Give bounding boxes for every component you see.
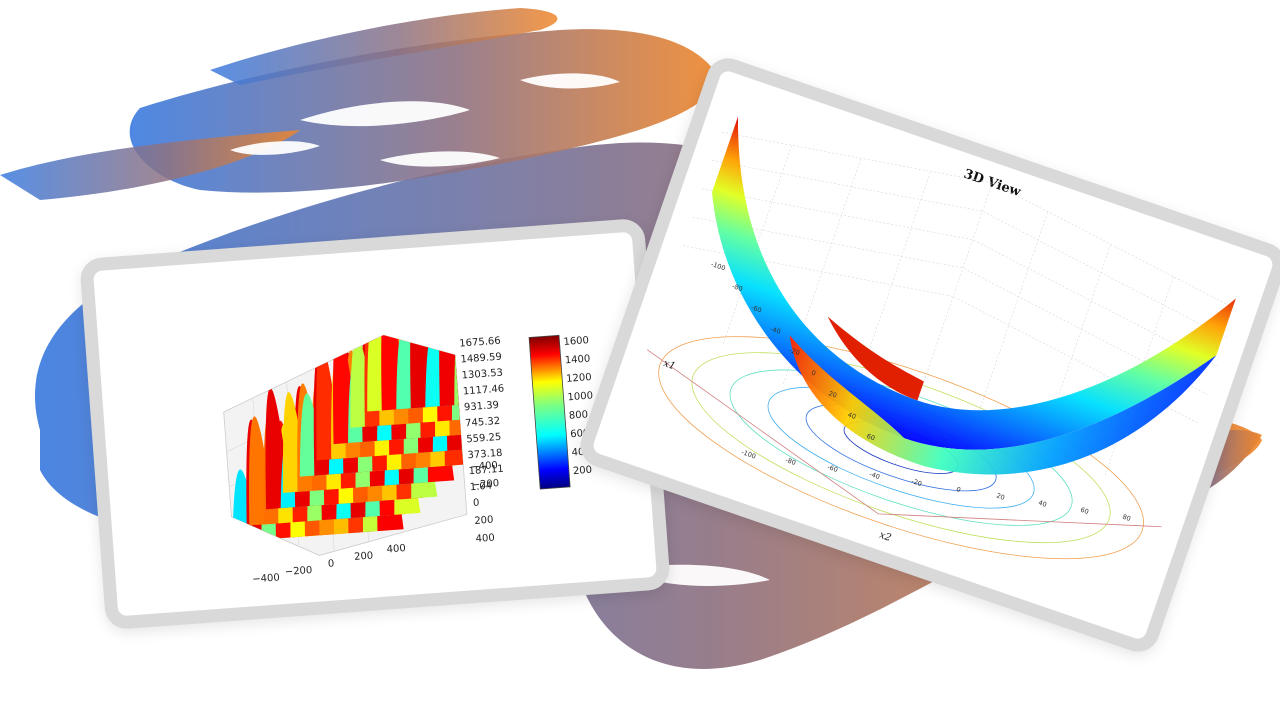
x2-tick-label: 80 xyxy=(1121,513,1131,523)
y-tick-label: 0 xyxy=(473,498,480,509)
x1-tick-label: 20 xyxy=(827,389,837,399)
x2-tick-label: -20 xyxy=(910,477,923,488)
z-tick-label: 1675.66 xyxy=(459,336,501,350)
y-tick-label: −200 xyxy=(471,478,499,491)
x1-axis-label: x1 xyxy=(662,358,677,372)
x1-tick-label: 40 xyxy=(847,411,857,421)
x1-tick-label: -80 xyxy=(731,282,744,293)
x1-tick-label: 60 xyxy=(866,432,876,442)
x2-tick-label: -80 xyxy=(784,456,797,467)
y-tick-label: −400 xyxy=(470,460,498,473)
x1-tick-label: -40 xyxy=(769,325,782,336)
y-tick-label: 400 xyxy=(475,533,495,545)
x2-axis-ticks: -100 -80 -60 -40 -20 0 20 40 60 80 xyxy=(740,448,1131,523)
z-tick-label: 373.18 xyxy=(467,448,503,462)
z-tick-label: 931.39 xyxy=(464,400,500,414)
z-tick-label: 1303.53 xyxy=(461,368,503,382)
z-tick-label: 745.32 xyxy=(465,416,501,430)
z-tick-label: 1.04 xyxy=(470,481,493,494)
x2-tick-label: -60 xyxy=(826,463,839,474)
colorbar-tick-label: 1200 xyxy=(566,372,592,385)
plot-card-left: 1675.66 1489.59 1303.53 1117.46 931.39 745.32… xyxy=(79,217,671,631)
x1-tick-label: -20 xyxy=(788,346,801,357)
colorbar-tick-label: 200 xyxy=(573,465,593,477)
chart-title: 3D View xyxy=(962,167,1024,201)
x-tick-label: 200 xyxy=(354,551,374,563)
z-tick-label: 559.25 xyxy=(466,432,502,446)
x2-axis-label-text: x2 xyxy=(878,530,893,544)
z-tick-label: 1117.46 xyxy=(462,383,504,397)
x1-axis-label-text: x1 xyxy=(662,358,677,372)
z-tick-label: 1489.59 xyxy=(460,352,502,366)
x2-tick-label: 20 xyxy=(995,492,1005,502)
colorbar-tick-label: 1000 xyxy=(567,390,593,403)
colorbar-tick-label: 800 xyxy=(569,409,589,421)
x2-tick-label: 40 xyxy=(1037,499,1047,509)
x2-tick-label: 60 xyxy=(1079,506,1089,516)
y-axis-ticks: 400 200 0 −200 −400 xyxy=(470,460,500,545)
x1-tick-label: -60 xyxy=(750,303,763,314)
contour-projection xyxy=(646,336,1162,560)
colorbar: 1600140012001000800600400200 xyxy=(528,334,593,490)
colorbar-tick-label: 1400 xyxy=(564,354,590,367)
x-axis-ticks: −400 −200 0 200 400 xyxy=(252,543,406,585)
colorbar-tick-label: 1600 xyxy=(563,335,589,348)
surface-plot-3d-right: 3D View -100 -80 -60 -40 -20 0 20 40 60 xyxy=(646,116,1237,560)
x1-tick-label: 0 xyxy=(810,369,817,378)
x2-tick-label: 0 xyxy=(955,485,962,494)
x-tick-label: −200 xyxy=(284,565,312,578)
x1-tick-label: -100 xyxy=(710,260,727,272)
x2-tick-label: -40 xyxy=(868,470,881,481)
surface-mesh xyxy=(711,116,1236,475)
plot-card-right: 3D View -100 -80 -60 -40 -20 0 20 40 60 xyxy=(574,52,1280,658)
x2-axis-label: x2 xyxy=(878,530,893,544)
x-tick-label: −400 xyxy=(252,572,280,585)
y-tick-label: 200 xyxy=(474,515,494,527)
x1-axis-ticks: -100 -80 -60 -40 -20 0 20 40 60 xyxy=(710,260,876,442)
x-tick-label: 400 xyxy=(386,543,406,555)
x-tick-label: 0 xyxy=(328,558,335,569)
x2-tick-label: -100 xyxy=(740,448,757,460)
z-tick-label: 187.11 xyxy=(468,464,504,478)
